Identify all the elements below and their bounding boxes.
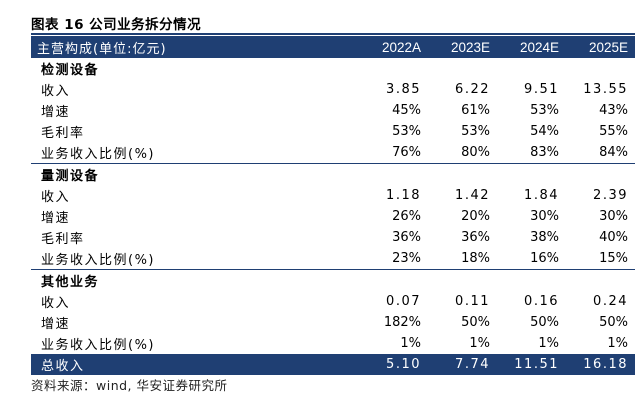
cell-value: 45% <box>392 103 421 118</box>
cell-value: 1.84 <box>524 188 559 203</box>
cell-value: 43% <box>599 103 628 118</box>
header-year: 2024E <box>497 36 566 58</box>
cell-value: 1% <box>400 336 421 351</box>
row-label: 收入 <box>41 84 71 99</box>
cell-value: 50% <box>530 315 559 330</box>
cell-value: 30% <box>599 209 628 224</box>
source-note: 资料来源：wind, 华安证券研究所 <box>31 378 228 393</box>
row-label: 业务收入比例(%) <box>41 253 155 268</box>
cell-value: 55% <box>599 124 628 139</box>
row-label: 业务收入比例(%) <box>41 338 155 353</box>
cell-value: 0.24 <box>593 294 628 309</box>
row-label: 增速 <box>41 211 71 226</box>
table-row: 毛利率 53% 53% 54% 55% <box>31 121 635 142</box>
row-label: 收入 <box>41 296 71 311</box>
header-year: 2023E <box>428 36 497 58</box>
cell-value: 30% <box>530 209 559 224</box>
cell-value: 1% <box>607 336 628 351</box>
row-label: 增速 <box>41 105 71 120</box>
cell-value: 36% <box>392 230 421 245</box>
section-title: 检测设备 <box>41 63 100 78</box>
table-row: 收入 1.18 1.42 1.84 2.39 <box>31 185 635 206</box>
cell-value: 53% <box>530 103 559 118</box>
cell-value: 53% <box>392 124 421 139</box>
cell-value: 6.22 <box>455 82 490 97</box>
cell-value: 20% <box>461 209 490 224</box>
table-row: 收入 3.85 6.22 9.51 13.55 <box>31 79 635 100</box>
cell-value: 0.11 <box>455 294 490 309</box>
cell-value: 50% <box>599 315 628 330</box>
row-label: 增速 <box>41 317 71 332</box>
row-label: 收入 <box>41 190 71 205</box>
cell-value: 182% <box>383 315 421 330</box>
table-row: 业务收入比例(%) 1% 1% 1% 1% <box>31 333 635 354</box>
cell-value: 1% <box>538 336 559 351</box>
total-value: 11.51 <box>497 354 566 375</box>
row-label: 业务收入比例(%) <box>41 147 155 162</box>
cell-value: 18% <box>461 251 490 266</box>
total-value: 16.18 <box>566 354 635 375</box>
cell-value: 0.16 <box>524 294 559 309</box>
table-row: 业务收入比例(%) 76% 80% 83% 84% <box>31 142 635 164</box>
figure-title: 图表 16 公司业务拆分情况 <box>31 17 202 33</box>
section-title: 量测设备 <box>31 163 635 185</box>
total-value: 5.10 <box>359 354 428 375</box>
row-label: 毛利率 <box>41 126 85 141</box>
cell-value: 38% <box>530 230 559 245</box>
cell-value: 23% <box>392 251 421 266</box>
cell-value: 40% <box>599 230 628 245</box>
cell-value: 1% <box>469 336 490 351</box>
section-row: 量测设备 <box>31 163 635 185</box>
table-header-row: 主营构成(单位:亿元) 2022A 2023E 2024E 2025E <box>31 36 635 58</box>
cell-value: 26% <box>392 209 421 224</box>
cell-value: 84% <box>599 145 628 160</box>
section-title: 其他业务 <box>31 269 635 291</box>
cell-value: 0.07 <box>386 294 421 309</box>
row-label: 毛利率 <box>41 232 85 247</box>
section-row: 检测设备 <box>31 58 635 79</box>
cell-value: 9.51 <box>524 82 559 97</box>
cell-value: 1.18 <box>386 188 421 203</box>
table-row: 增速 45% 61% 53% 43% <box>31 100 635 121</box>
total-label: 总收入 <box>31 354 359 375</box>
cell-value: 36% <box>461 230 490 245</box>
cell-value: 54% <box>530 124 559 139</box>
table-row: 增速 182% 50% 50% 50% <box>31 312 635 333</box>
cell-value: 1.42 <box>455 188 490 203</box>
cell-value: 16% <box>530 251 559 266</box>
cell-value: 50% <box>461 315 490 330</box>
header-label: 主营构成(单位:亿元) <box>31 36 359 58</box>
cell-value: 76% <box>392 145 421 160</box>
header-year: 2025E <box>566 36 635 58</box>
table-row: 收入 0.07 0.11 0.16 0.24 <box>31 291 635 312</box>
business-breakdown-table: 主营构成(单位:亿元) 2022A 2023E 2024E 2025E 检测设备… <box>31 36 635 375</box>
cell-value: 13.55 <box>583 82 628 97</box>
section-row: 其他业务 <box>31 269 635 291</box>
cell-value: 2.39 <box>593 188 628 203</box>
table-row: 业务收入比例(%) 23% 18% 16% 15% <box>31 248 635 270</box>
title-divider <box>31 33 635 35</box>
cell-value: 15% <box>599 251 628 266</box>
cell-value: 61% <box>461 103 490 118</box>
cell-value: 3.85 <box>386 82 421 97</box>
cell-value: 80% <box>461 145 490 160</box>
table-row: 毛利率 36% 36% 38% 40% <box>31 227 635 248</box>
cell-value: 53% <box>461 124 490 139</box>
total-value: 7.74 <box>428 354 497 375</box>
header-year: 2022A <box>359 36 428 58</box>
cell-value: 83% <box>530 145 559 160</box>
table-row: 增速 26% 20% 30% 30% <box>31 206 635 227</box>
total-row: 总收入 5.10 7.74 11.51 16.18 <box>31 354 635 375</box>
